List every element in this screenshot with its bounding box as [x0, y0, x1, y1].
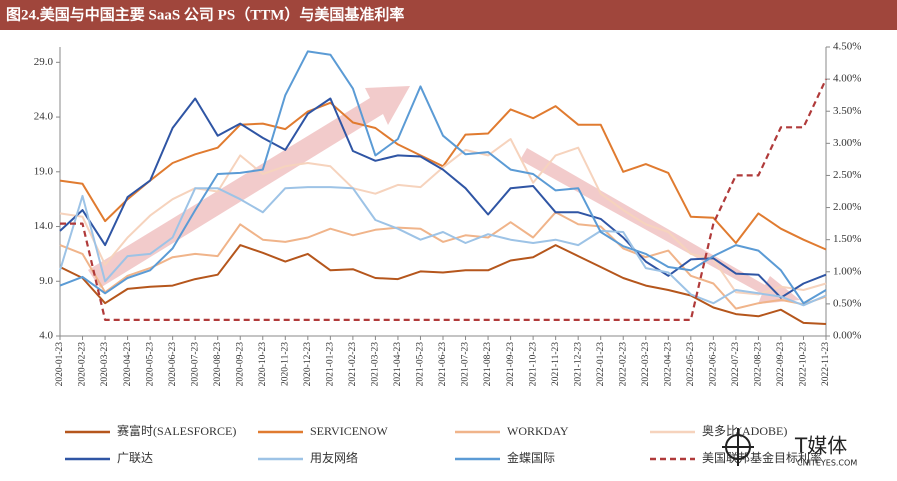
x-tick-label: 2020-08-23 [213, 342, 223, 387]
legend-label: WORKDAY [507, 424, 569, 438]
series-line [59, 97, 827, 299]
y2-tick-label: 4.50% [833, 41, 861, 53]
legend-label: 广联达 [117, 451, 153, 465]
y2-tick-label: 4.00% [833, 73, 861, 85]
y2-tick-label: 1.50% [833, 233, 861, 245]
series-line [59, 244, 827, 325]
watermark-text: T媒体 [794, 434, 847, 458]
y-tick-label: 24.0 [34, 111, 54, 123]
watermark-sub: CNITEYES.COM [797, 459, 857, 468]
x-tick-label: 2020-02-23 [78, 342, 88, 387]
y2-tick-label: 2.00% [833, 201, 861, 213]
x-tick-label: 2021-03-23 [371, 342, 381, 387]
x-tick-label: 2022-04-23 [663, 342, 673, 387]
x-tick-label: 2021-12-23 [573, 342, 583, 387]
x-tick-label: 2020-11-23 [280, 342, 290, 386]
title-banner [0, 0, 897, 30]
y2-tick-label: 2.50% [833, 169, 861, 181]
series-line [59, 211, 827, 310]
x-tick-label: 2022-03-23 [641, 342, 651, 387]
x-tick-label: 2022-02-23 [618, 342, 628, 387]
x-tick-label: 2021-06-23 [438, 342, 448, 387]
x-tick-label: 2022-06-23 [709, 342, 719, 387]
y2-tick-label: 0.00% [833, 330, 861, 342]
legend: 赛富时(SALESFORCE) SERVICENOW WORKDAY 奥多比(ADOB… [65, 423, 822, 465]
watermark: T媒体 CNITEYES.COM [722, 428, 857, 468]
x-tick-label: 2020-10-23 [258, 342, 268, 387]
x-tick-label: 2021-07-23 [461, 342, 471, 387]
y-tick-label: 19.0 [34, 165, 54, 177]
x-tick-label: 2022-11-23 [821, 342, 831, 386]
y2-tick-label: 1.00% [833, 265, 861, 277]
x-tick-label: 2020-05-23 [145, 342, 155, 387]
x-tick-label: 2022-08-23 [754, 342, 764, 387]
x-tick-label: 2021-08-23 [483, 342, 493, 387]
legend-label: 美国联邦基金目标利率 [702, 450, 822, 465]
series-line [59, 50, 827, 305]
legend-label: 用友网络 [310, 450, 358, 465]
x-tick-label: 2022-07-23 [731, 342, 741, 387]
x-tick-label: 2021-10-23 [528, 342, 538, 387]
x-tick-label: 2021-11-23 [551, 342, 561, 386]
y2-tick-label: 0.50% [833, 297, 861, 309]
x-tick-label: 2020-12-23 [303, 342, 313, 387]
y-tick-label: 4.0 [39, 330, 53, 342]
x-tick-label: 2022-10-23 [799, 342, 809, 387]
x-tick-label: 2020-07-23 [190, 342, 200, 387]
x-tick-label: 2020-09-23 [235, 342, 245, 387]
series-line [60, 78, 827, 321]
x-tick-label: 2020-03-23 [100, 342, 110, 387]
trend-arrow-down [520, 148, 800, 304]
x-tick-label: 2020-06-23 [168, 342, 178, 387]
x-tick-label: 2022-01-23 [596, 342, 606, 387]
chart-title: 图24.美国与中国主要 SaaS 公司 PS（TTM）与美国基准利率 [6, 5, 404, 23]
x-tick-label: 2020-01-23 [55, 342, 65, 387]
series-line [59, 186, 827, 307]
y-tick-label: 14.0 [34, 220, 54, 232]
x-tick-label: 2021-01-23 [326, 342, 336, 387]
y2-tick-label: 3.00% [833, 137, 861, 149]
y-tick-label: 29.0 [34, 56, 54, 68]
series-line [59, 138, 827, 296]
x-tick-label: 2020-04-23 [123, 342, 133, 387]
x-tick-label: 2021-09-23 [506, 342, 516, 387]
x-tick-label: 2022-05-23 [686, 342, 696, 387]
x-tick-label: 2021-02-23 [348, 342, 358, 387]
legend-label: 奥多比(ADOBE) [702, 424, 787, 438]
x-tick-label: 2022-09-23 [776, 342, 786, 387]
x-tick-label: 2021-04-23 [393, 342, 403, 387]
legend-label: SERVICENOW [310, 424, 388, 438]
y-tick-label: 9.0 [39, 275, 53, 287]
legend-label: 赛富时(SALESFORCE) [117, 423, 236, 438]
legend-label: 金蝶国际 [507, 450, 555, 465]
y2-tick-label: 3.50% [833, 105, 861, 117]
x-tick-label: 2021-05-23 [416, 342, 426, 387]
trend-arrow-up [88, 86, 410, 288]
